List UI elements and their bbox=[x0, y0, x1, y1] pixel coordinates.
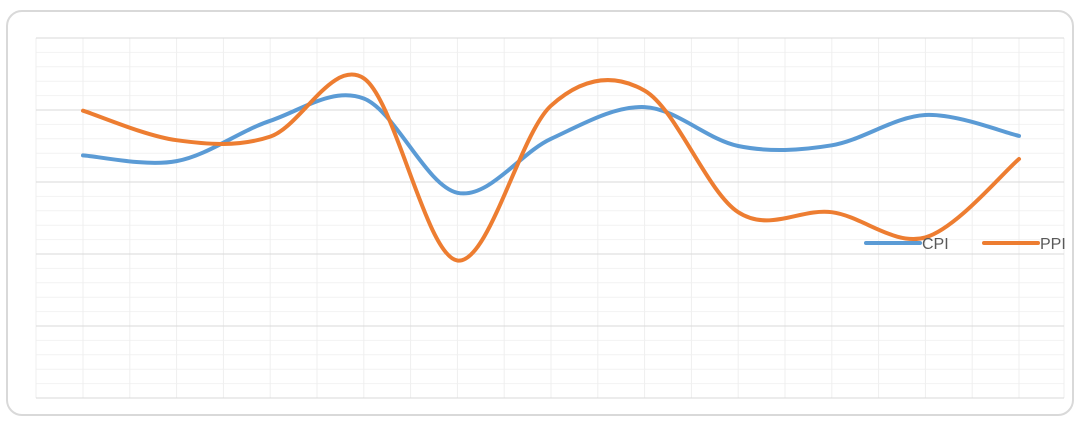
series-lines bbox=[81, 72, 1021, 263]
gridlines bbox=[35, 37, 1065, 399]
chart-frame bbox=[6, 10, 1074, 416]
series-line-cpi bbox=[81, 93, 1021, 196]
legend-label-ppi: PPI bbox=[1040, 236, 1066, 253]
legend: CPI PPI bbox=[864, 236, 1066, 253]
legend-label-cpi: CPI bbox=[922, 236, 949, 253]
series-line-ppi bbox=[81, 72, 1021, 263]
